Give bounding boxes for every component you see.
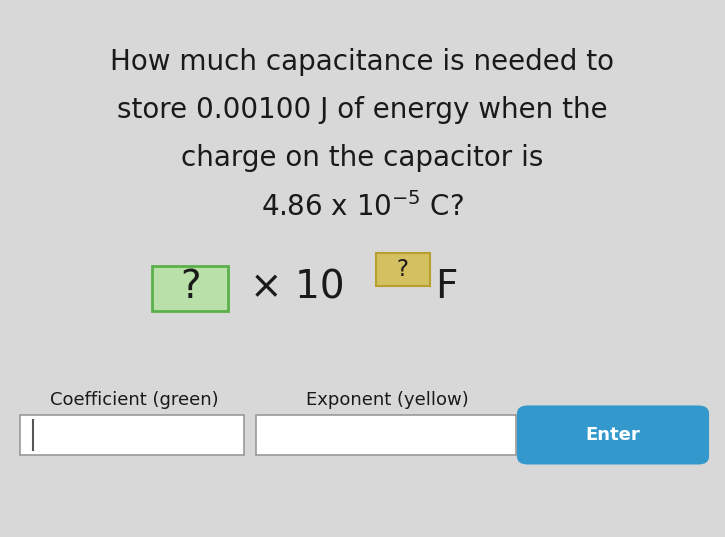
- FancyBboxPatch shape: [152, 266, 228, 311]
- FancyBboxPatch shape: [517, 405, 709, 465]
- FancyBboxPatch shape: [20, 415, 244, 455]
- Text: store 0.00100 J of energy when the: store 0.00100 J of energy when the: [117, 96, 608, 124]
- Text: 4.86 x 10$^{-5}$ C?: 4.86 x 10$^{-5}$ C?: [261, 192, 464, 222]
- Text: × 10: × 10: [250, 268, 345, 306]
- FancyBboxPatch shape: [376, 253, 430, 286]
- Text: Coefficient (green): Coefficient (green): [50, 391, 218, 409]
- Text: ?: ?: [397, 258, 409, 281]
- Text: How much capacitance is needed to: How much capacitance is needed to: [110, 48, 615, 76]
- FancyBboxPatch shape: [256, 415, 516, 455]
- Text: ?: ?: [180, 268, 201, 306]
- Text: F: F: [435, 268, 457, 306]
- Text: charge on the capacitor is: charge on the capacitor is: [181, 144, 544, 172]
- Text: Enter: Enter: [585, 426, 640, 444]
- Text: Exponent (yellow): Exponent (yellow): [307, 391, 469, 409]
